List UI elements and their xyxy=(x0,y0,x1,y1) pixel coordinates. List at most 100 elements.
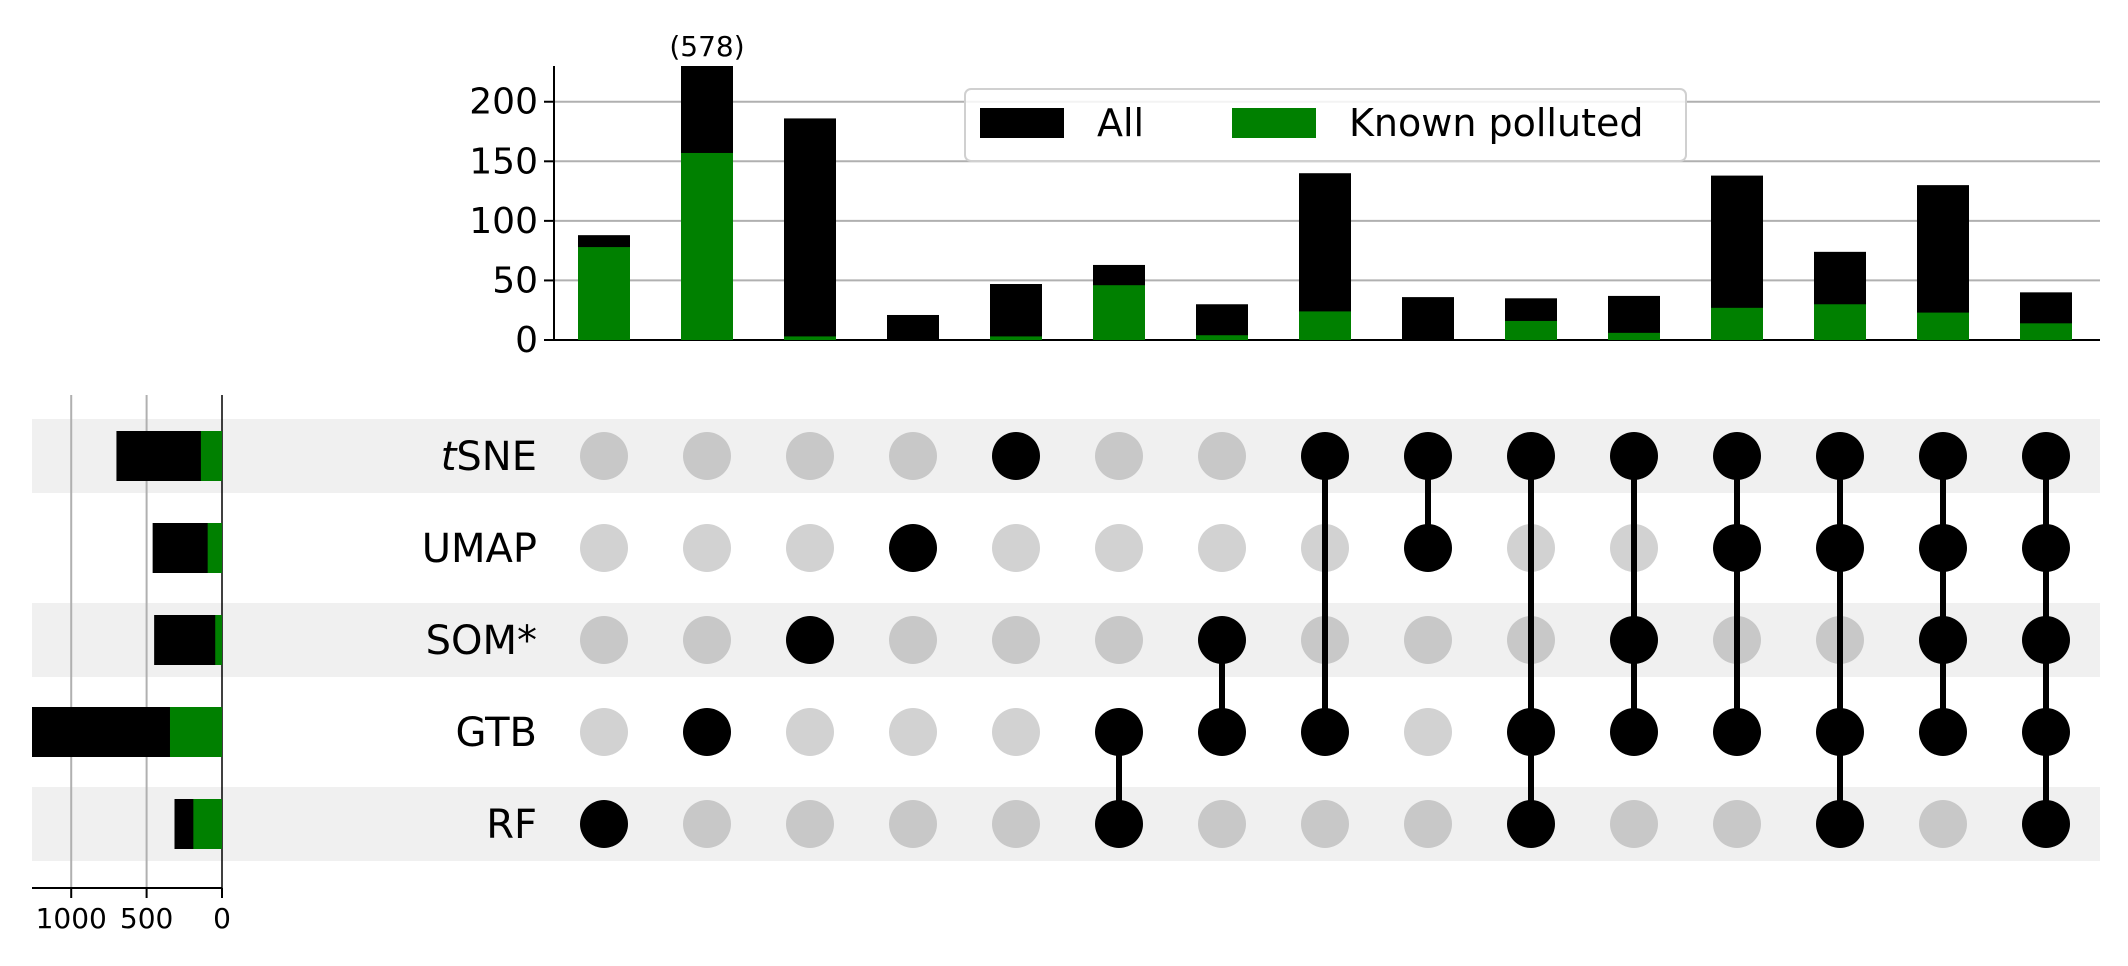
matrix-dot-active xyxy=(1610,616,1658,664)
row-shade-som xyxy=(32,603,2100,677)
set-size-bar-known-polluted-1 xyxy=(207,523,222,573)
legend-swatch-all xyxy=(980,108,1064,138)
matrix-dot-inactive xyxy=(580,616,628,664)
bar-known-polluted-0 xyxy=(578,247,630,340)
bar-known-polluted-4 xyxy=(990,336,1042,340)
row-shade-rf xyxy=(32,787,2100,861)
matrix-dot-active xyxy=(1404,524,1452,572)
matrix-dot-inactive xyxy=(889,708,937,756)
bar-known-polluted-6 xyxy=(1196,335,1248,340)
set-size-bar-known-polluted-0 xyxy=(200,431,222,481)
legend-label-known-polluted: Known polluted xyxy=(1349,101,1643,145)
matrix-dot-inactive xyxy=(580,432,628,480)
matrix-dot-active xyxy=(2022,524,2070,572)
bar-all-3 xyxy=(887,314,939,340)
bar-known-polluted-1 xyxy=(681,152,733,340)
intersection-tick-label: 200 xyxy=(469,82,538,123)
matrix-dot-active xyxy=(1919,432,1967,480)
bar-all-6 xyxy=(1196,304,1248,340)
matrix-dot-active xyxy=(1095,708,1143,756)
set-label-0: tSNE xyxy=(441,434,537,480)
matrix-dot-inactive xyxy=(683,616,731,664)
set-size-tick-label: 0 xyxy=(213,902,231,935)
matrix-dot-inactive xyxy=(889,800,937,848)
matrix-dot-inactive xyxy=(580,524,628,572)
matrix-dot-inactive xyxy=(992,800,1040,848)
matrix-dot-active xyxy=(1610,708,1658,756)
matrix-dot-inactive xyxy=(992,524,1040,572)
matrix-dot-active xyxy=(1301,432,1349,480)
set-size-bar-all-2 xyxy=(154,615,222,665)
set-size-bar-known-polluted-3 xyxy=(169,707,222,757)
matrix-dot-inactive xyxy=(1198,432,1246,480)
intersection-tick-label: 150 xyxy=(469,141,538,182)
matrix-dot-inactive xyxy=(1095,524,1143,572)
bar-known-polluted-9 xyxy=(1505,320,1557,340)
bar-known-polluted-10 xyxy=(1608,332,1660,340)
bar-known-polluted-5 xyxy=(1093,285,1145,340)
bar-all-2 xyxy=(784,118,836,340)
bar-known-polluted-13 xyxy=(1917,312,1969,340)
matrix-dot-inactive xyxy=(1713,800,1761,848)
matrix-dot-active xyxy=(1507,800,1555,848)
matrix-dot-inactive xyxy=(992,708,1040,756)
matrix-dot-active xyxy=(2022,616,2070,664)
matrix-dot-inactive xyxy=(1095,432,1143,480)
matrix-dot-inactive xyxy=(786,708,834,756)
matrix-dot-inactive xyxy=(683,524,731,572)
set-size-tick-label: 1000 xyxy=(36,902,107,935)
matrix-dot-active xyxy=(889,524,937,572)
matrix-dot-active xyxy=(580,800,628,848)
set-label-2: SOM* xyxy=(426,618,537,664)
bar-all-10 xyxy=(1608,295,1660,340)
matrix-dot-active xyxy=(1198,708,1246,756)
matrix-dot-inactive xyxy=(786,800,834,848)
set-size-bar-known-polluted-4 xyxy=(193,799,222,849)
matrix-dot-active xyxy=(1404,432,1452,480)
intersection-tick-label: 50 xyxy=(492,260,538,301)
matrix-dot-inactive xyxy=(1095,616,1143,664)
row-shade-tsne xyxy=(32,419,2100,493)
legend-swatch-known-polluted xyxy=(1232,108,1316,138)
matrix-dot-active xyxy=(2022,800,2070,848)
matrix-dot-inactive xyxy=(1404,708,1452,756)
matrix-dot-active xyxy=(1610,432,1658,480)
matrix-dot-inactive xyxy=(889,616,937,664)
bar-overflow-label: (578) xyxy=(669,30,744,63)
set-label-4: RF xyxy=(486,802,537,848)
matrix-dot-active xyxy=(1816,800,1864,848)
matrix-dot-active xyxy=(1507,432,1555,480)
matrix-dot-inactive xyxy=(1404,616,1452,664)
matrix-dot-active xyxy=(2022,432,2070,480)
bar-known-polluted-12 xyxy=(1814,304,1866,340)
matrix-dot-active xyxy=(1713,432,1761,480)
matrix-dot-active xyxy=(1816,708,1864,756)
matrix-dot-inactive xyxy=(1198,524,1246,572)
matrix-dot-inactive xyxy=(1301,800,1349,848)
matrix-dot-inactive xyxy=(683,800,731,848)
matrix-dot-inactive xyxy=(889,432,937,480)
matrix-dot-active xyxy=(1198,616,1246,664)
bar-all-8 xyxy=(1402,297,1454,340)
matrix-dot-inactive xyxy=(786,432,834,480)
matrix-dot-active xyxy=(1919,708,1967,756)
matrix-dot-active xyxy=(786,616,834,664)
matrix-dot-inactive xyxy=(1610,800,1658,848)
matrix-dot-active xyxy=(992,432,1040,480)
intersection-tick-label: 100 xyxy=(469,201,538,242)
set-label-3: GTB xyxy=(456,710,537,756)
matrix-dot-active xyxy=(2022,708,2070,756)
matrix-dot-inactive xyxy=(683,432,731,480)
matrix-dot-active xyxy=(1816,432,1864,480)
matrix-dot-active xyxy=(1713,708,1761,756)
matrix-dot-inactive xyxy=(1919,800,1967,848)
matrix-dot-active xyxy=(1095,800,1143,848)
bar-known-polluted-7 xyxy=(1299,311,1351,340)
matrix-dot-active xyxy=(1507,708,1555,756)
matrix-dot-inactive xyxy=(580,708,628,756)
intersection-tick-label: 0 xyxy=(515,320,538,361)
bar-all-4 xyxy=(990,284,1042,340)
matrix-dot-inactive xyxy=(1404,800,1452,848)
legend-label-all: All xyxy=(1097,101,1144,145)
